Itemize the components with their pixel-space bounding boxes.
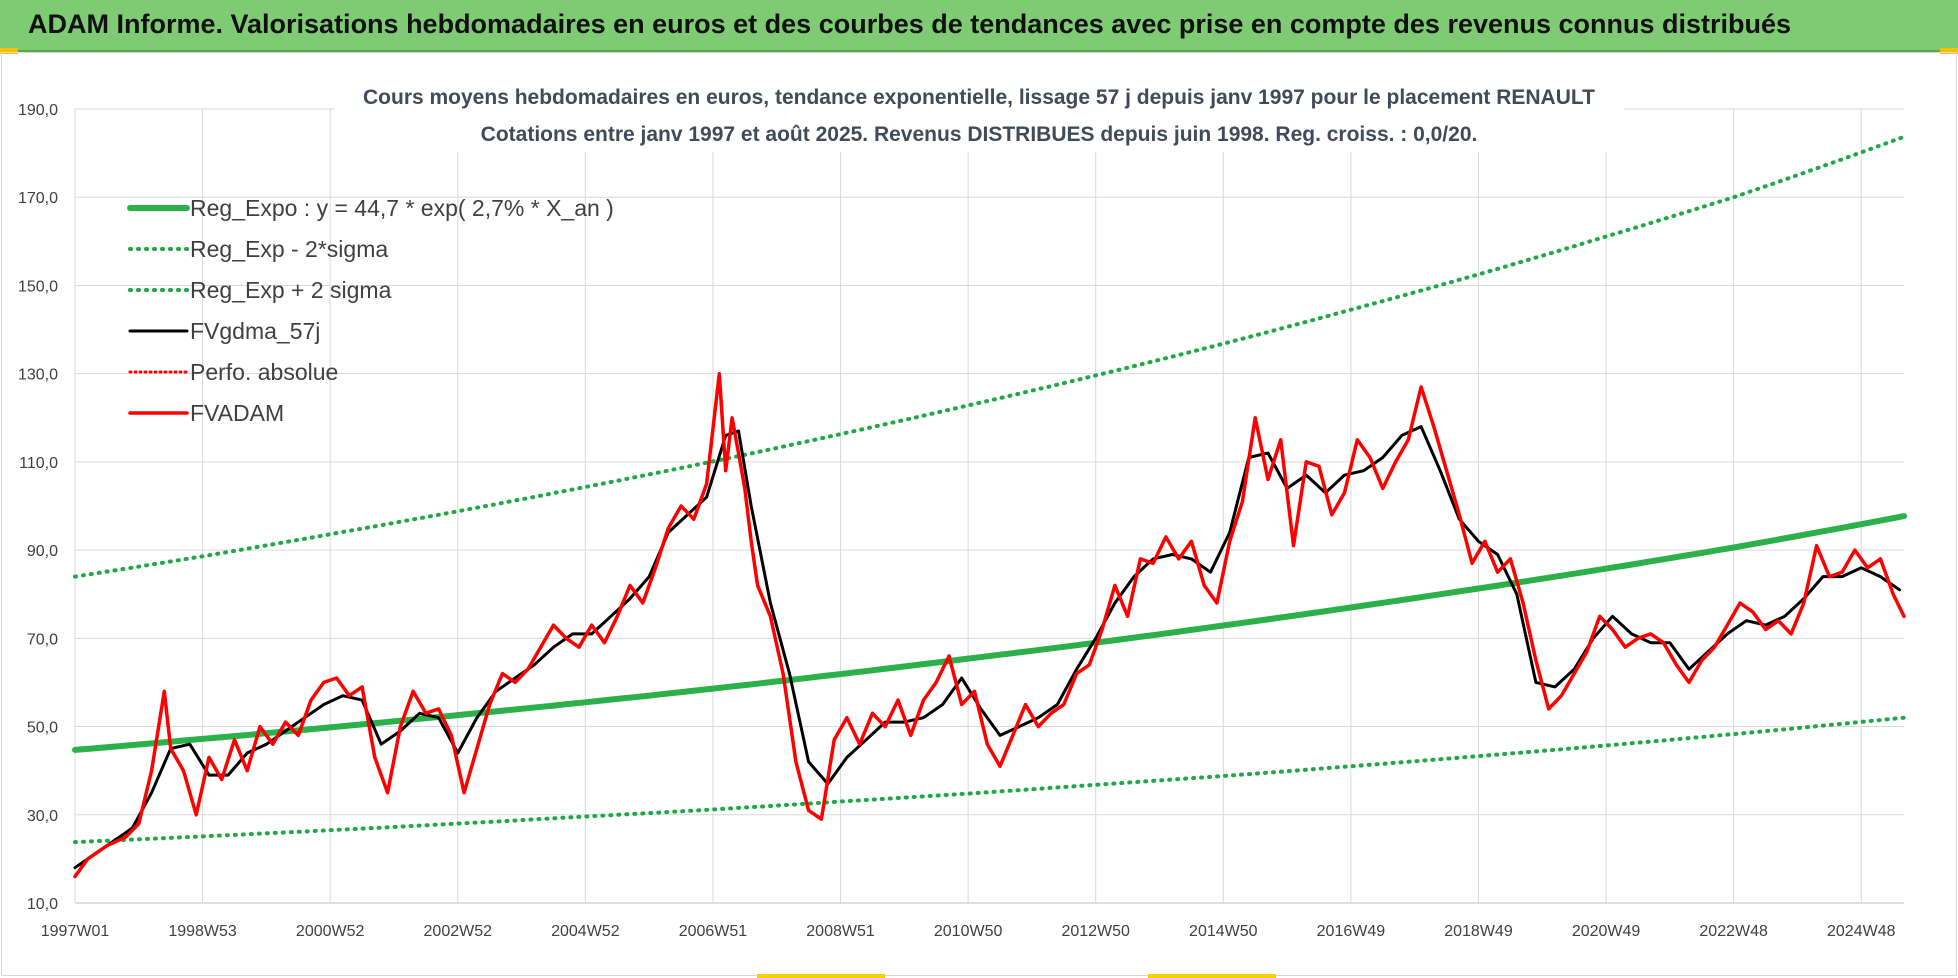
bottom-mark-1 bbox=[757, 974, 885, 978]
y-tick-label: 190,0 bbox=[18, 102, 58, 119]
y-tick-label: 130,0 bbox=[18, 367, 58, 384]
legend-reg-minus-label: Reg_Exp - 2*sigma bbox=[190, 236, 388, 262]
x-tick-label: 2010W50 bbox=[934, 923, 1003, 940]
corner-mark-left bbox=[0, 48, 18, 54]
corner-mark-right bbox=[1940, 48, 1958, 54]
y-tick-label: 150,0 bbox=[18, 278, 58, 295]
y-axis-ticks: 10,0 30,0 50,0 70,0 90,0 110,0 130,0 150,0 170,0… bbox=[18, 102, 58, 913]
y-tick-label: 170,0 bbox=[18, 190, 58, 207]
x-tick-label: 2000W52 bbox=[296, 923, 365, 940]
y-tick-label: 110,0 bbox=[19, 455, 58, 472]
x-tick-label: 2008W51 bbox=[806, 923, 875, 940]
report-title: ADAM Informe. Valorisations hebdomadaire… bbox=[28, 9, 1792, 39]
chart-title-line-1: Cours moyens hebdomadaires en euros, ten… bbox=[363, 86, 1595, 109]
x-axis-ticks: 1997W01 1998W53 2000W52 2002W52 2004W52 2006W… bbox=[41, 923, 1896, 940]
legend-perfo-label: Perfo. absolue bbox=[190, 359, 338, 385]
legend-fvgdma-label: FVgdma_57j bbox=[190, 318, 320, 344]
legend-fvadam-label: FVADAM bbox=[190, 400, 284, 426]
x-tick-label: 2002W52 bbox=[424, 923, 493, 940]
fvadam-line bbox=[73, 371, 1906, 879]
x-tick-label: 2016W49 bbox=[1317, 923, 1386, 940]
y-tick-label: 10,0 bbox=[27, 896, 58, 913]
y-tick-label: 90,0 bbox=[27, 543, 58, 560]
bottom-mark-2 bbox=[1148, 974, 1276, 978]
chart-frame bbox=[1, 52, 1957, 976]
x-tick-label: 2022W48 bbox=[1699, 923, 1768, 940]
x-tick-label: 2012W50 bbox=[1061, 923, 1130, 940]
chart-legend: Reg_Expo : y = 44,7 * exp( 2,7% * X_an )… bbox=[127, 195, 614, 426]
reg-lower-band-line bbox=[73, 715, 1906, 845]
x-tick-label: 2018W49 bbox=[1444, 923, 1513, 940]
y-tick-label: 50,0 bbox=[27, 720, 58, 737]
title-background bbox=[334, 78, 1624, 152]
x-tick-label: 2014W50 bbox=[1189, 923, 1258, 940]
x-tick-label: 2006W51 bbox=[679, 923, 748, 940]
x-tick-label: 2024W48 bbox=[1827, 923, 1896, 940]
x-tick-label: 2020W49 bbox=[1572, 923, 1641, 940]
chart-grid bbox=[74, 108, 1904, 904]
x-tick-label: 1997W01 bbox=[41, 923, 110, 940]
legend-reg-plus-label: Reg_Exp + 2 sigma bbox=[190, 277, 392, 303]
y-tick-label: 70,0 bbox=[27, 631, 58, 648]
x-tick-label: 2004W52 bbox=[551, 923, 620, 940]
x-tick-label: 1998W53 bbox=[168, 923, 237, 940]
legend-reg-expo-label: Reg_Expo : y = 44,7 * exp( 2,7% * X_an ) bbox=[190, 195, 614, 221]
report-banner: ADAM Informe. Valorisations hebdomadaire… bbox=[0, 0, 1958, 52]
chart-series bbox=[72, 134, 1907, 879]
y-tick-label: 30,0 bbox=[27, 808, 58, 825]
chart-title-line-2: Cotations entre janv 1997 et août 2025. … bbox=[481, 123, 1478, 146]
